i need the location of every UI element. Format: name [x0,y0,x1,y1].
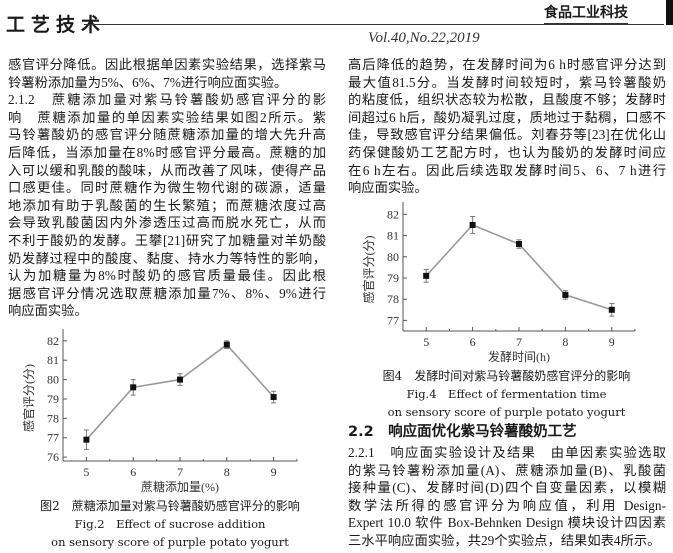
caption-cn: 图4 发酵时间对紫马铃薯酸奶感官评分的影响 [382,369,631,383]
text-line: 据感官评分情况选取蔗糖添加量7%、8%、9%进行 [8,285,326,301]
data-point [270,394,277,401]
header-rule [84,24,664,25]
text-line: 三水平响应面实验，共29个实验点，结果如表4所示。 [348,532,661,548]
x-tick-label: 5 [423,335,429,349]
figure-4-caption: 图4 发酵时间对紫马铃薯酸奶感官评分的影响 Fig.4 Effect of fe… [340,367,673,421]
text-line: 马铃薯酸奶的感官评分随蔗糖添加量的增大先升高 [8,127,326,143]
text-line: 高后降低的趋势，在发酵时间为6 h时感官评分达到 [348,57,666,72]
y-tick-label: 76 [47,450,59,464]
y-tick-label: 81 [47,353,59,367]
y-tick-label: 80 [387,250,399,264]
text-line: 数学法所得的感官评分为响应值，利用 Design- [348,497,666,513]
text-line: 入可以缓和乳酸的酸味，从而改善了风味，使得产品 [8,162,326,178]
text-line: 响应面实验。 [348,180,428,196]
text-line: 奶发酵过程中的酸度、黏度、持水力等特性的影响， [8,250,326,266]
text-line: 感官评分降低。因此根据单因素实验结果，选择紫马 [8,57,326,72]
x-tick-label: 8 [224,465,230,479]
text-line: 不利于酸奶的发酵。王攀[21]研究了加糖量对羊奶酸 [8,232,326,248]
text-line: 接种量(C)、发酵时间(D)四个自变量因素，以模糊 [348,480,666,496]
text-line: 最大值81.5分。当发酵时间较短时，紫马铃薯酸奶 [348,74,666,90]
caption-en: Fig.4 Effect of fermentation time [406,387,607,401]
y-axis-label: 感官评分(分) [21,364,36,432]
right-column-text: 高后降低的趋势，在发酵时间为6 h时感官评分达到 最大值81.5分。当发酵时间较短… [348,56,666,197]
text-line: 在6 h左右。因此后续选取发酵时间5、6、7 h进行 [348,162,666,178]
data-point [516,241,522,248]
x-tick-label: 8 [562,335,568,349]
x-tick-label: 6 [470,335,476,349]
data-point [130,384,137,391]
y-tick-label: 77 [47,431,59,445]
figure-2-caption: 图2 蔗糖添加量对紫马铃薯酸奶感官评分的影响 Fig.2 Effect of s… [0,497,340,551]
text-line: Expert 10.0 软件 Box-Behnken Design 模块设计四因… [348,515,666,531]
y-tick-label: 80 [47,373,59,387]
text-line: 响 蔗糖添加量的单因素实验结果如图2所示。紫 [8,109,326,125]
x-tick-label: 9 [609,335,615,349]
section-2-2-text: 2.2.1 响应面实验设计及结果 由单因素实验选取 的紫马铃薯粉添加量(A)、蔗糖… [348,444,666,550]
y-tick-label: 79 [387,271,399,285]
text-line: 认为加糖量为8%时酸奶的感官质量最佳。因此根 [8,268,326,284]
x-tick-label: 5 [83,465,89,479]
text-line: 后降低，当添加量在8%时感官评分最高。蔗糖的加 [8,144,326,160]
caption-cn: 图2 蔗糖添加量对紫马铃薯酸奶感官评分的影响 [40,499,300,513]
journal-logo: 食品工业科技 [544,2,628,24]
text-line: 的粘度低，组织状态较为松散，且酸度不够；发酵时 [348,92,666,108]
text-line: 地添加有助于乳酸菌的生长繁殖；而蔗糖浓度过高 [8,197,326,213]
caption-en: Fig.2 Effect of sucrose addition [74,517,266,531]
caption-en: on sensory score of purple potato yogurt [387,405,626,419]
text-line: 口感更佳。同时蔗糖作为微生物代谢的碳源，适量 [8,180,326,196]
data-point [177,376,183,383]
y-tick-label: 78 [387,292,399,306]
caption-en: on sensory score of purple potato yogurt [51,535,289,549]
series-line [85,343,275,441]
y-axis-label: 感官评分(分) [361,236,376,304]
y-tick-label: 82 [47,334,59,348]
x-tick-label: 7 [177,465,183,479]
header-bar [666,0,673,25]
data-point [562,291,569,298]
text-line: 药保健酸奶工艺配方时，也认为酸奶的发酵时间应 [348,144,666,160]
volume-info: Vol.40,No.22,2019 [368,30,480,46]
x-tick-label: 6 [130,465,136,479]
y-tick-label: 81 [387,229,399,243]
y-tick-label: 78 [47,411,59,425]
data-point [423,272,430,279]
y-tick-label: 79 [47,392,59,406]
y-tick-label: 77 [387,313,399,327]
text-line: 响应面实验。 [8,303,88,319]
section-heading: 2.2 响应面优化紫马铃薯酸奶工艺 [348,424,577,440]
section-name: 工艺技术 [6,14,107,36]
text-line: 铃薯粉添加量为5%、6%、7%进行响应面实验。 [8,74,288,90]
x-axis-label: 发酵时间(h) [488,349,550,364]
series-line [425,224,613,311]
x-axis-label: 蔗糖添加量(%) [141,479,219,494]
text-line: 会导致乳酸菌因内外渗透压过高而脱水死亡，从而 [8,215,326,231]
text-line: 2.1.2 蔗糖添加量对紫马铃薯酸奶感官评分的影 [8,92,326,108]
data-point [83,436,90,443]
left-column-text: 感官评分降低。因此根据单因素实验结果，选择紫马 铃薯粉添加量为5%、6%、7%进行… [8,56,326,320]
y-tick-label: 82 [387,207,399,221]
data-point [223,341,230,348]
text-line: 佳，导致感官评分结果偏低。刘春芬等[23]在优化山 [348,127,666,143]
data-point [469,221,476,228]
data-point [608,306,615,313]
text-line: 的紫马铃薯粉添加量(A)、蔗糖添加量(B)、乳酸菌 [348,462,666,478]
text-line: 间超过6 h后，酸奶凝乳过度，质地过于黏稠，口感不 [348,109,666,125]
x-tick-label: 7 [516,335,522,349]
text-line: 2.2.1 响应面实验设计及结果 由单因素实验选取 [348,445,666,460]
x-tick-label: 9 [271,465,277,479]
